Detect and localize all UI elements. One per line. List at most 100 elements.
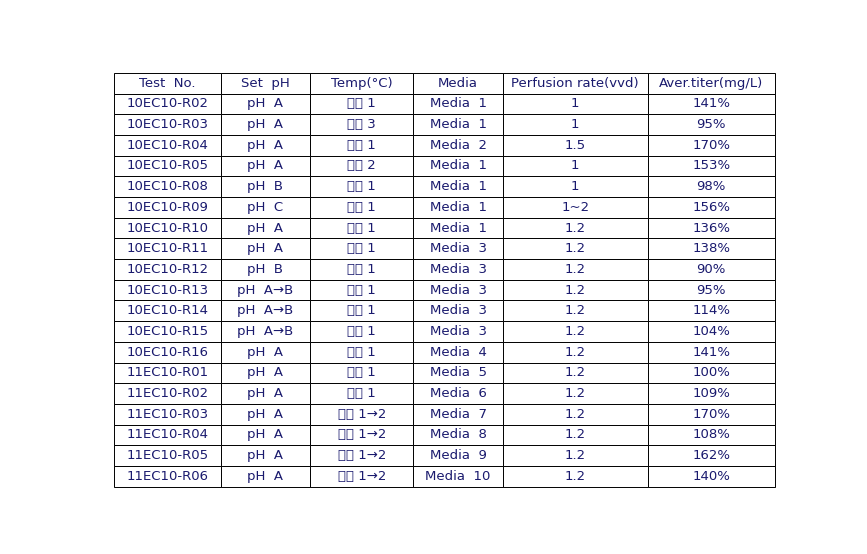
Text: pH  A→B: pH A→B: [238, 325, 293, 338]
Text: 10EC10-R10: 10EC10-R10: [126, 222, 208, 234]
Bar: [648, 73, 775, 94]
Bar: [414, 156, 503, 176]
Text: pH  A: pH A: [247, 408, 284, 420]
Text: pH  A: pH A: [247, 449, 284, 462]
Text: pH  A→B: pH A→B: [238, 304, 293, 317]
Text: 10EC10-R13: 10EC10-R13: [126, 284, 208, 296]
Bar: [503, 362, 648, 383]
Text: Media  2: Media 2: [430, 139, 486, 152]
Bar: [648, 321, 775, 342]
Text: 10EC10-R08: 10EC10-R08: [127, 180, 208, 193]
Text: 1.2: 1.2: [564, 242, 586, 255]
Text: 1: 1: [571, 160, 579, 172]
Bar: [503, 404, 648, 424]
Bar: [648, 424, 775, 445]
Text: 114%: 114%: [692, 304, 730, 317]
Bar: [648, 362, 775, 383]
Text: pH  A: pH A: [247, 387, 284, 400]
Text: Media  1: Media 1: [430, 222, 486, 234]
Bar: [648, 259, 775, 280]
Bar: [414, 197, 503, 218]
Text: 11EC10-R04: 11EC10-R04: [126, 428, 208, 442]
Text: Media  4: Media 4: [430, 346, 486, 358]
Bar: [414, 280, 503, 300]
Text: Media  10: Media 10: [426, 470, 491, 483]
Text: pH  A: pH A: [247, 139, 284, 152]
Text: 1.2: 1.2: [564, 346, 586, 358]
Text: pH  A: pH A: [247, 222, 284, 234]
Bar: [414, 466, 503, 486]
Text: Media  9: Media 9: [430, 449, 486, 462]
Text: 10EC10-R04: 10EC10-R04: [127, 139, 208, 152]
Text: 온도 1: 온도 1: [348, 180, 376, 193]
Bar: [648, 280, 775, 300]
Bar: [414, 135, 503, 156]
Text: 109%: 109%: [692, 387, 730, 400]
Text: 141%: 141%: [692, 346, 730, 358]
Text: pH  A: pH A: [247, 98, 284, 110]
Bar: [220, 342, 310, 362]
Bar: [310, 280, 414, 300]
Text: pH  A: pH A: [247, 470, 284, 483]
Text: 136%: 136%: [692, 222, 730, 234]
Text: 138%: 138%: [692, 242, 730, 255]
Bar: [114, 445, 220, 466]
Bar: [114, 259, 220, 280]
Text: Media  3: Media 3: [430, 263, 486, 276]
Text: Media  3: Media 3: [430, 284, 486, 296]
Bar: [648, 94, 775, 114]
Text: pH  B: pH B: [247, 263, 284, 276]
Bar: [503, 73, 648, 94]
Bar: [310, 342, 414, 362]
Text: 11EC10-R06: 11EC10-R06: [126, 470, 208, 483]
Text: pH  A: pH A: [247, 428, 284, 442]
Bar: [220, 445, 310, 466]
Text: 온도 2: 온도 2: [348, 160, 376, 172]
Bar: [220, 156, 310, 176]
Bar: [114, 135, 220, 156]
Bar: [220, 383, 310, 404]
Text: Media  6: Media 6: [430, 387, 486, 400]
Text: 1.2: 1.2: [564, 222, 586, 234]
Text: 온도 1→2: 온도 1→2: [337, 408, 386, 420]
Bar: [414, 424, 503, 445]
Text: 온도 1: 온도 1: [348, 222, 376, 234]
Text: Media  3: Media 3: [430, 242, 486, 255]
Text: 온도 1: 온도 1: [348, 139, 376, 152]
Text: 1.2: 1.2: [564, 284, 586, 296]
Bar: [310, 238, 414, 259]
Bar: [310, 135, 414, 156]
Bar: [114, 73, 220, 94]
Bar: [310, 73, 414, 94]
Bar: [503, 342, 648, 362]
Bar: [414, 404, 503, 424]
Bar: [310, 94, 414, 114]
Bar: [414, 362, 503, 383]
Bar: [310, 259, 414, 280]
Text: 141%: 141%: [692, 98, 730, 110]
Text: 10EC10-R09: 10EC10-R09: [127, 201, 208, 214]
Text: 108%: 108%: [692, 428, 730, 442]
Bar: [503, 156, 648, 176]
Bar: [503, 383, 648, 404]
Bar: [414, 218, 503, 238]
Text: 98%: 98%: [696, 180, 726, 193]
Bar: [648, 445, 775, 466]
Bar: [648, 114, 775, 135]
Text: Set  pH: Set pH: [241, 76, 290, 90]
Text: 온도 3: 온도 3: [348, 118, 376, 131]
Bar: [310, 300, 414, 321]
Text: Media  1: Media 1: [430, 201, 486, 214]
Text: Media  1: Media 1: [430, 118, 486, 131]
Text: Aver.titer(mg/L): Aver.titer(mg/L): [659, 76, 763, 90]
Text: 140%: 140%: [692, 470, 730, 483]
Bar: [310, 156, 414, 176]
Text: 1.2: 1.2: [564, 304, 586, 317]
Bar: [220, 73, 310, 94]
Text: 온도 1: 온도 1: [348, 387, 376, 400]
Text: Perfusion rate(vvd): Perfusion rate(vvd): [512, 76, 639, 90]
Text: 온도 1→2: 온도 1→2: [337, 449, 386, 462]
Bar: [648, 156, 775, 176]
Text: pH  A: pH A: [247, 118, 284, 131]
Text: 1.2: 1.2: [564, 263, 586, 276]
